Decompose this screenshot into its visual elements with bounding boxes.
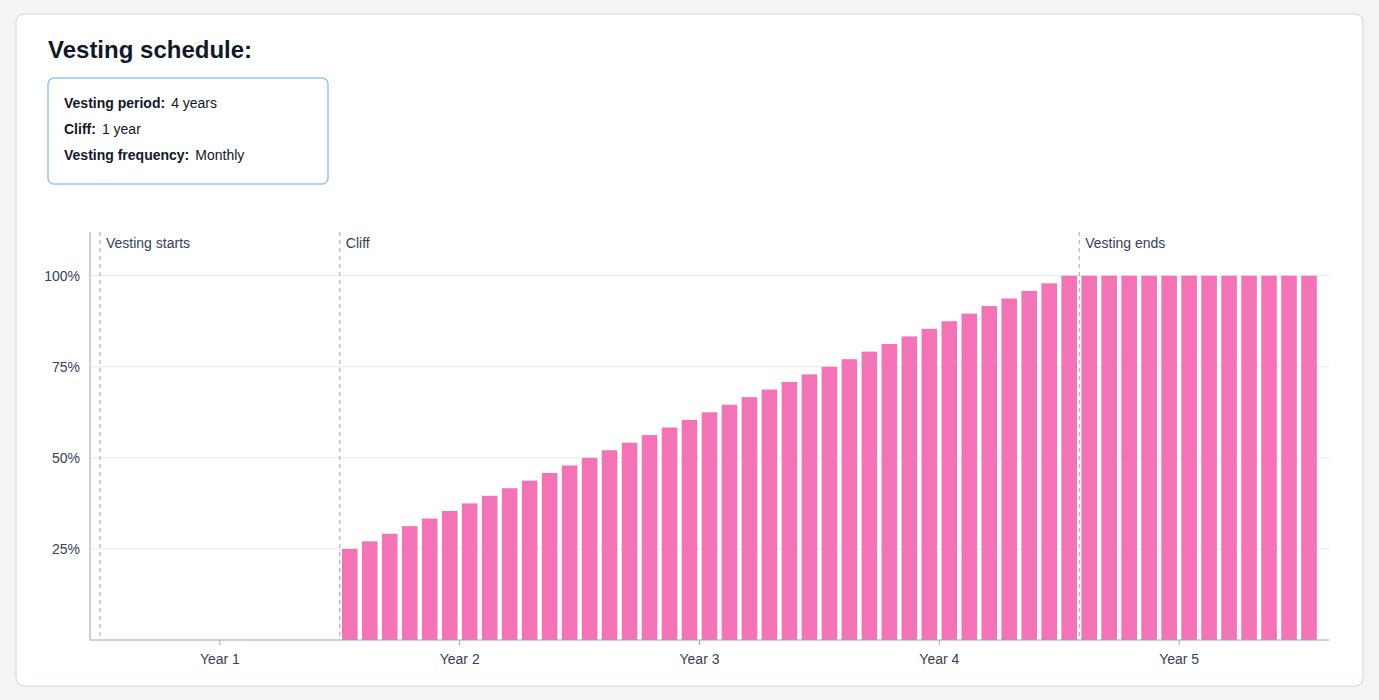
bar: [981, 306, 997, 640]
x-tick-label: Year 3: [680, 651, 720, 667]
annotation-line: [99, 232, 100, 640]
bar: [742, 397, 758, 640]
info-label: Cliff:: [64, 121, 96, 137]
bar: [842, 359, 858, 640]
bar: [722, 405, 738, 640]
bar: [1181, 276, 1197, 640]
x-axis-line: [90, 640, 1329, 641]
annotation-line: [339, 232, 340, 640]
bar: [822, 367, 838, 640]
bar: [502, 488, 518, 640]
info-box: [48, 78, 328, 184]
background: [0, 0, 1379, 700]
info-line: Vesting frequency: Monthly: [64, 147, 244, 163]
bar: [622, 443, 638, 640]
bar: [1001, 298, 1017, 640]
annotation-lines: [100, 232, 1079, 640]
bar: [1261, 276, 1277, 640]
bar: [422, 519, 438, 640]
bar: [882, 344, 898, 640]
bar: [462, 503, 478, 640]
y-tick-label: 50%: [52, 450, 80, 466]
bar: [442, 511, 458, 640]
bar: [1141, 276, 1157, 640]
x-tick-label: Year 5: [1159, 651, 1199, 667]
x-tick: [219, 640, 220, 645]
x-tick-label: Year 2: [440, 651, 480, 667]
x-tick: [699, 640, 700, 645]
bar: [482, 496, 498, 640]
info-label: Vesting period:: [64, 95, 165, 111]
x-tick: [459, 640, 460, 645]
bar: [762, 390, 778, 640]
bar: [922, 329, 938, 640]
x-tick: [1179, 640, 1180, 645]
bar: [362, 541, 378, 640]
bar: [942, 321, 958, 640]
bar: [1081, 276, 1097, 640]
bar: [642, 435, 658, 640]
bar: [1201, 276, 1217, 640]
bar: [1221, 276, 1237, 640]
bar: [342, 549, 358, 640]
y-tick-label: 100%: [44, 268, 80, 284]
info-line: Vesting period: 4 years: [64, 95, 217, 111]
bar: [682, 420, 698, 640]
info-value: 1 year: [102, 121, 141, 137]
title: Vesting schedule:: [48, 36, 252, 63]
annotation: Vesting starts: [106, 235, 190, 251]
info-line: Cliff: 1 year: [64, 121, 141, 137]
bar: [562, 465, 578, 640]
bar: [1121, 276, 1137, 640]
bar: [1281, 276, 1297, 640]
annotation: Vesting ends: [1085, 235, 1165, 251]
bar: [522, 481, 538, 640]
bar: [1161, 276, 1177, 640]
x-tick: [939, 640, 940, 645]
bar: [802, 374, 818, 640]
annotation-line: [1079, 232, 1080, 640]
x-tick-label: Year 4: [919, 651, 959, 667]
y-tick-label: 75%: [52, 359, 80, 375]
bar: [961, 314, 977, 640]
chart: Vesting schedule: Vesting period: 4 years C…: [0, 0, 1379, 700]
bar: [582, 458, 598, 640]
bar: [702, 412, 718, 640]
info-value: 4 years: [171, 95, 217, 111]
bar: [782, 382, 798, 640]
x-tick-label: Year 1: [200, 651, 240, 667]
bar: [1061, 276, 1077, 640]
bar: [1301, 276, 1317, 640]
bar: [542, 473, 558, 640]
bar: [1021, 291, 1037, 640]
card: [16, 14, 1363, 686]
annotation: Cliff: [346, 235, 370, 251]
bar: [1041, 283, 1057, 640]
bar: [902, 336, 918, 640]
bar: [662, 428, 678, 641]
bar: [402, 526, 418, 640]
bars: [342, 276, 1317, 640]
y-tick-label: 25%: [52, 541, 80, 557]
bar: [862, 352, 878, 640]
bar: [602, 450, 618, 640]
info-label: Vesting frequency:: [64, 147, 189, 163]
bar: [1101, 276, 1117, 640]
bar: [382, 534, 398, 640]
bar: [1241, 276, 1257, 640]
info-value: Monthly: [195, 147, 244, 163]
y-axis-line: [90, 232, 91, 640]
